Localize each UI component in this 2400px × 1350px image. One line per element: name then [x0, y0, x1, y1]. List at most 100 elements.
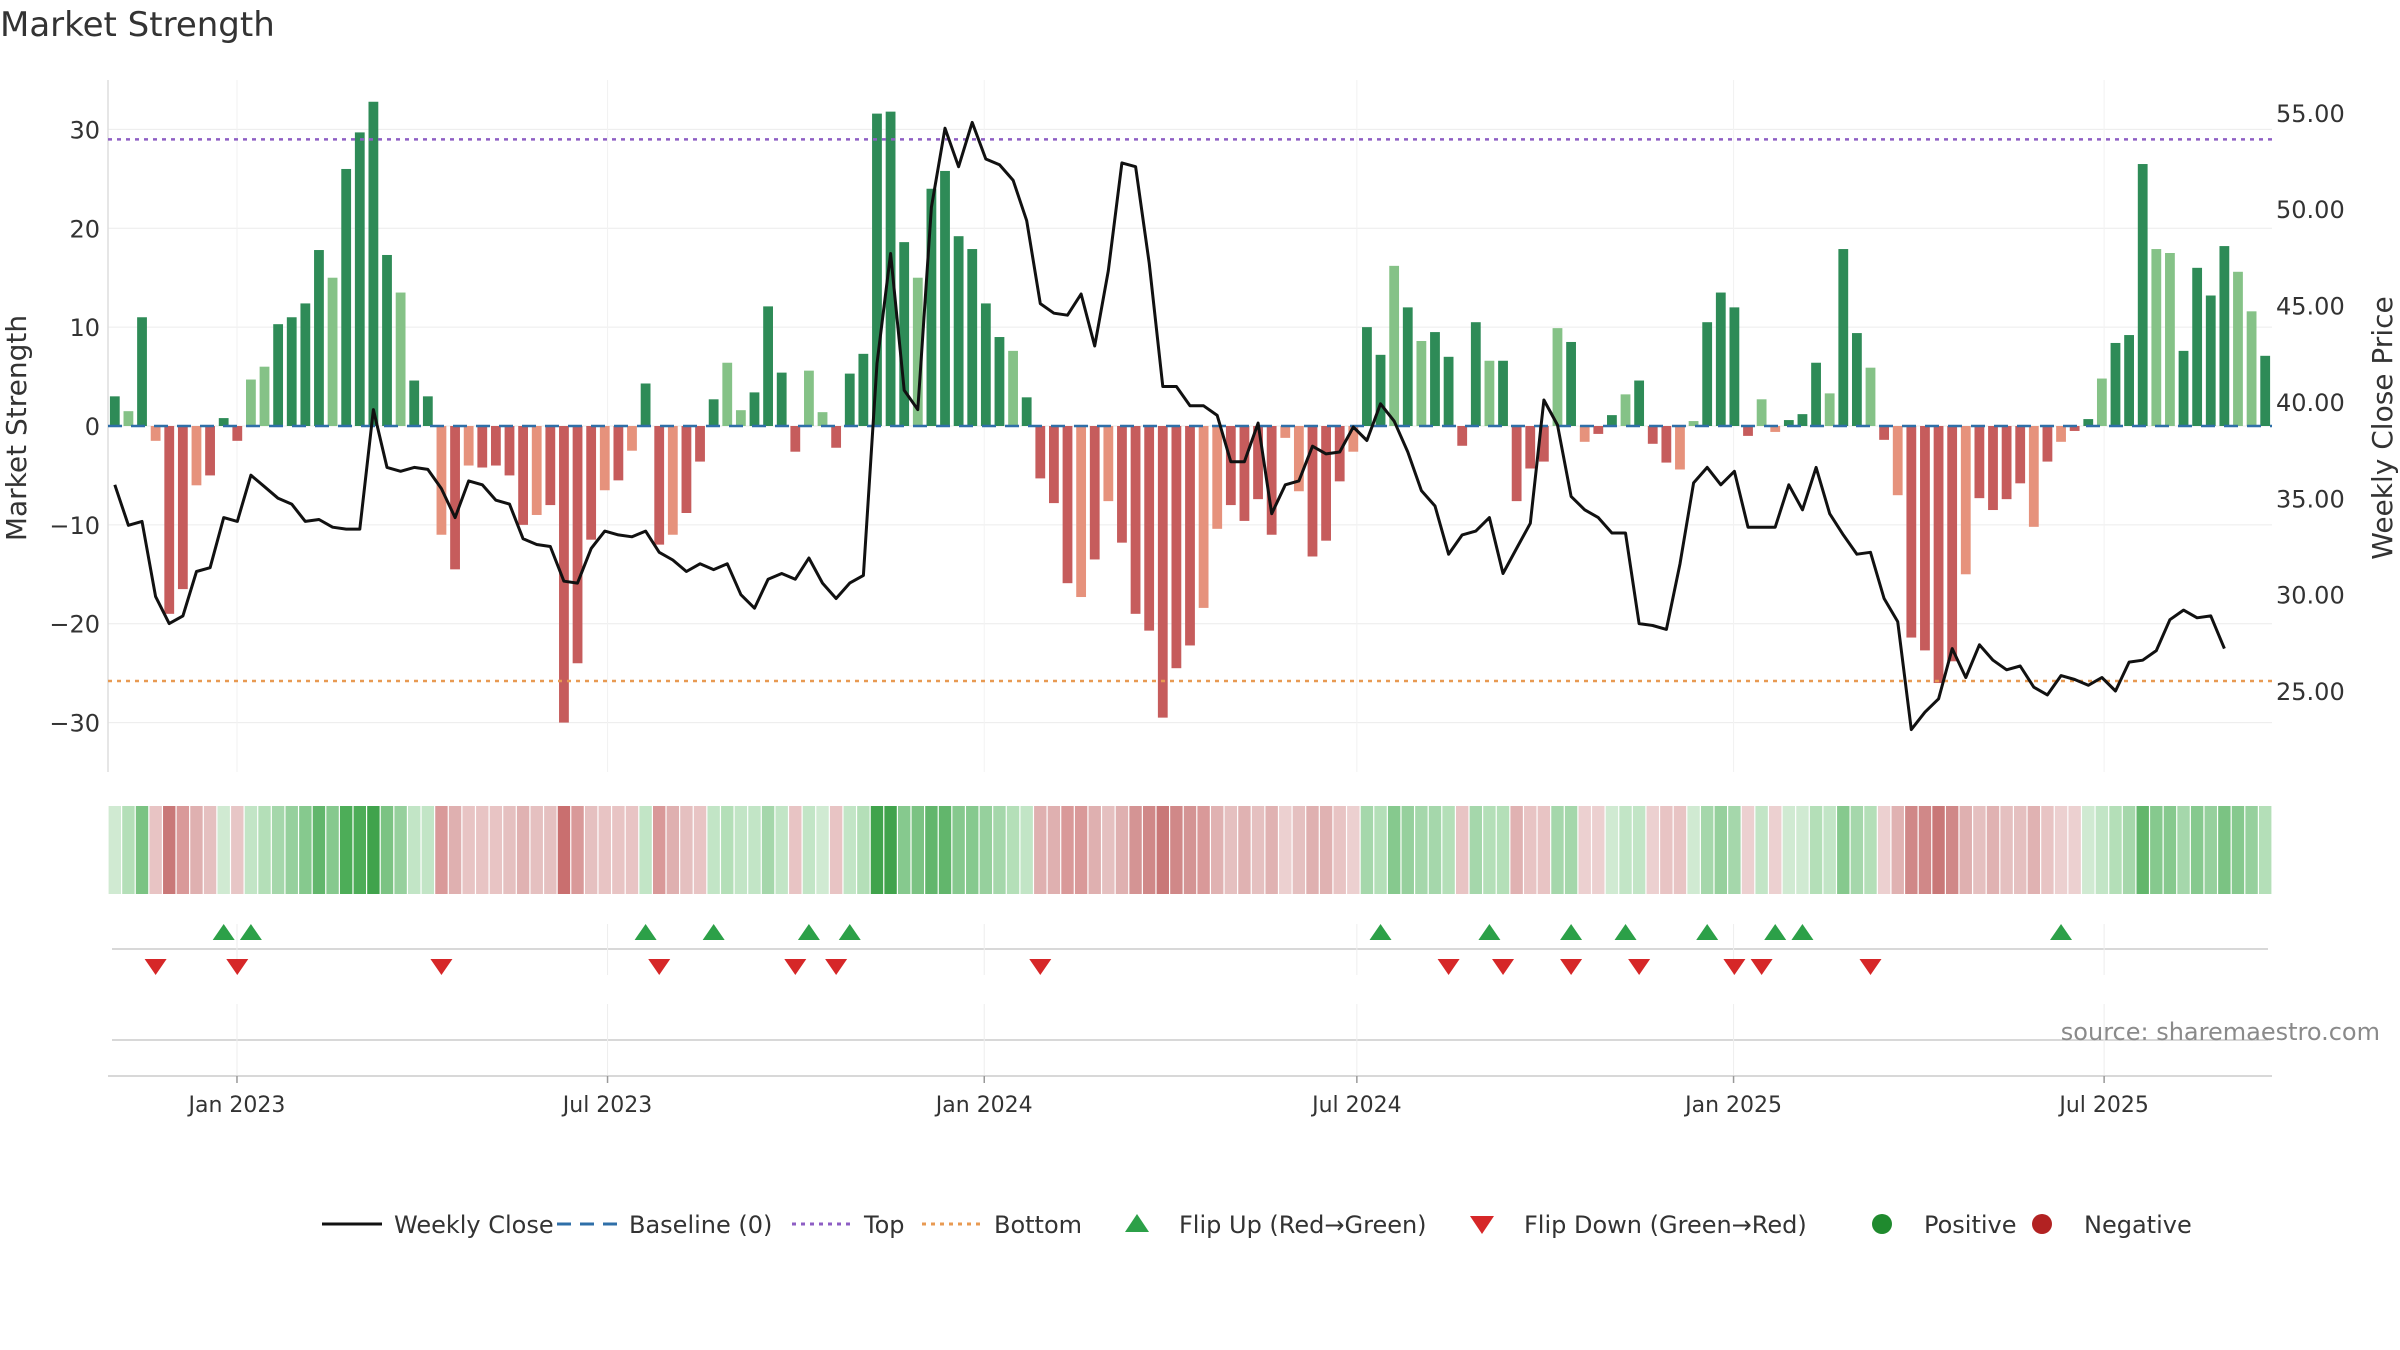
heat-cell [217, 806, 230, 894]
strength-bar [831, 426, 842, 448]
strength-bar [137, 317, 147, 426]
strength-bar [246, 379, 256, 426]
strength-bar [1838, 249, 1849, 426]
strength-bar [450, 426, 460, 570]
strength-bar [1661, 426, 1672, 463]
heat-cell [1524, 806, 1537, 894]
strength-bar [559, 426, 569, 723]
heat-cell [598, 806, 611, 894]
legend-item: Flip Down (Green→Red) [1470, 1211, 1807, 1239]
flip-down-marker [784, 959, 807, 975]
strength-bar [1988, 426, 1998, 511]
heat-cell [1374, 806, 1387, 894]
strength-bar [2083, 419, 2094, 426]
heat-cell [1279, 806, 1292, 894]
strength-bar [1511, 426, 1522, 502]
strength-bar [1389, 265, 1400, 426]
left-tick-label: −30 [49, 710, 100, 738]
flip-down-marker [1492, 959, 1515, 975]
heat-cell [1728, 806, 1741, 894]
strength-bar [1402, 307, 1413, 426]
heat-cell [1088, 806, 1101, 894]
heat-cell [149, 806, 162, 894]
flip-up-marker [1791, 924, 1814, 940]
heat-cell [2136, 806, 2149, 894]
strength-bar [1076, 426, 1087, 598]
heat-cell [1891, 806, 1904, 894]
flip-up-marker [2050, 924, 2073, 940]
heat-cell [884, 806, 897, 894]
strength-bar [1375, 354, 1386, 426]
heat-cell [802, 806, 816, 894]
strength-bar [1960, 426, 1971, 575]
strength-bar [899, 242, 910, 426]
heat-cell [1700, 806, 1714, 894]
strength-bar [1225, 426, 1236, 506]
heat-cell [312, 806, 326, 894]
legend-label: Flip Up (Red→Green) [1179, 1211, 1427, 1239]
strength-bar [1974, 426, 1985, 499]
strength-bar [980, 303, 991, 426]
heat-cell [1809, 806, 1823, 894]
right-axis-label: Weekly Close Price [2366, 296, 2399, 559]
left-tick-label: −10 [49, 512, 100, 540]
flip-up-marker [1478, 924, 1501, 940]
heat-cell [843, 806, 856, 894]
heat-cell [1537, 806, 1551, 894]
strength-bar [994, 337, 1005, 426]
heat-cell [544, 806, 557, 894]
heat-cell [176, 806, 190, 894]
strength-bar [273, 324, 284, 426]
flip-up-marker [797, 924, 820, 940]
heat-cell [625, 806, 639, 894]
heat-cell [2054, 806, 2068, 894]
heat-cell [367, 806, 380, 894]
strength-bar [1198, 426, 1209, 608]
heat-cell [1170, 806, 1183, 894]
heat-cell [680, 806, 693, 894]
strength-bar [708, 399, 719, 426]
strength-bar [1171, 426, 1182, 669]
strength-bar [1566, 341, 1576, 426]
legend-swatch [1470, 1216, 1494, 1234]
strength-bar [804, 370, 814, 426]
heat-cell [1932, 806, 1945, 894]
strength-bar [1185, 426, 1195, 646]
strength-bar [1743, 426, 1753, 436]
strength-bar [1647, 426, 1658, 444]
heat-cell [816, 806, 829, 894]
heat-cell [244, 806, 258, 894]
x-tick-label: Jul 2023 [561, 1093, 653, 1118]
heat-cell [1251, 806, 1265, 894]
heat-cell [1483, 806, 1496, 894]
heat-cell [1564, 806, 1578, 894]
heat-cell [2177, 806, 2190, 894]
strength-bar [177, 426, 188, 590]
flip-up-marker [1764, 924, 1787, 940]
heat-cell [789, 806, 802, 894]
heat-cell [476, 806, 489, 894]
chart-title: Market Strength [0, 5, 275, 45]
strength-bar [1675, 426, 1685, 470]
strength-bar [722, 362, 733, 426]
strength-bar [763, 306, 773, 426]
heat-cell [1265, 806, 1278, 894]
heat-cell [1020, 806, 1033, 894]
heat-cell [1115, 806, 1129, 894]
right-tick-label: 35.00 [2276, 485, 2345, 513]
strength-bar [586, 426, 597, 540]
heat-cell [911, 806, 925, 894]
flip-up-marker [239, 924, 262, 940]
strength-bar [2178, 350, 2189, 426]
strength-bar [1579, 426, 1590, 442]
heat-cell [2095, 806, 2109, 894]
flip-panel [112, 924, 2268, 975]
heat-cell [1428, 806, 1442, 894]
strength-bar [858, 353, 869, 426]
strength-bar [1021, 397, 1032, 426]
heat-cell [299, 806, 312, 894]
strength-bar [695, 426, 705, 462]
strength-bar [1715, 292, 1726, 426]
strength-bar [1117, 426, 1127, 543]
strength-bar [1239, 426, 1250, 521]
